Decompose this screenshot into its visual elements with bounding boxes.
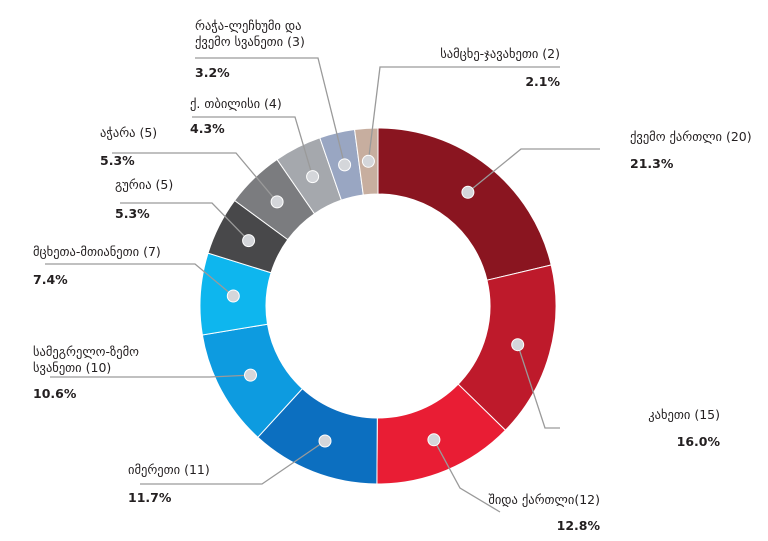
- slice-label: სამეგრელო-ზემო: [33, 344, 139, 359]
- slice-label: კახეთი (15): [648, 407, 720, 422]
- leader-line: [433, 439, 501, 513]
- slice-marker-dot: [461, 185, 475, 199]
- slice-marker-dot: [511, 338, 525, 352]
- slice-percent-label: 11.7%: [128, 490, 172, 505]
- donut-slice: [377, 127, 552, 281]
- slice-marker-dot: [427, 433, 441, 447]
- leader-line: [192, 116, 314, 177]
- slice-marker-dot: [242, 234, 256, 248]
- slice-marker-dot: [338, 158, 352, 172]
- slice-percent-label: 5.3%: [115, 206, 150, 221]
- slice-label: ქ. თბილისი (4): [190, 96, 282, 111]
- slice-label: შიდა ქართლი(12): [488, 492, 600, 507]
- slice-percent-label: 16.0%: [677, 434, 721, 449]
- slice-label: ქვემო ქართლი (20): [630, 129, 752, 144]
- leader-line: [517, 344, 560, 429]
- slice-marker-dot: [306, 170, 320, 184]
- slice-label: იმერეთი (11): [128, 462, 210, 477]
- leader-line: [50, 374, 251, 378]
- slice-label: რაჭა-ლეჩხუმი და: [195, 18, 301, 33]
- donut-slices: [199, 127, 557, 485]
- slice-label: სვანეთი (10): [33, 360, 111, 375]
- slice-label: აჭარა (5): [100, 125, 157, 140]
- leader-line: [367, 66, 560, 162]
- slice-marker-dot: [226, 289, 240, 303]
- leader-line: [112, 152, 278, 203]
- leader-line: [467, 148, 600, 193]
- slice-percent-label: 4.3%: [190, 121, 225, 136]
- slice-percent-label: 12.8%: [557, 518, 601, 533]
- slice-percent-label: 5.3%: [100, 153, 135, 168]
- leader-line: [140, 440, 326, 485]
- slice-percent-label: 21.3%: [630, 156, 674, 171]
- leader-line: [120, 202, 250, 242]
- slice-percent-label: 3.2%: [195, 65, 230, 80]
- leader-line: [45, 263, 234, 297]
- leader-line: [195, 57, 346, 166]
- callouts: ქვემო ქართლი (20) 21.3% კახეთი (15) 16.0% ში…: [33, 18, 752, 533]
- slice-marker-dot: [318, 434, 332, 448]
- slice-label: სამცხე-ჯავახეთი (2): [440, 46, 560, 61]
- slice-marker-dot: [361, 154, 375, 168]
- slice-label: მცხეთა-მთიანეთი (7): [33, 244, 161, 259]
- slice-marker-dot: [244, 368, 257, 382]
- slice-percent-label: 10.6%: [33, 386, 77, 401]
- slice-percent-label: 7.4%: [33, 272, 68, 287]
- slice-marker-dot: [270, 195, 284, 209]
- slice-label: გურია (5): [115, 177, 173, 192]
- slice-percent-label: 2.1%: [525, 74, 560, 89]
- slice-label: ქვემო სვანეთი (3): [195, 34, 305, 49]
